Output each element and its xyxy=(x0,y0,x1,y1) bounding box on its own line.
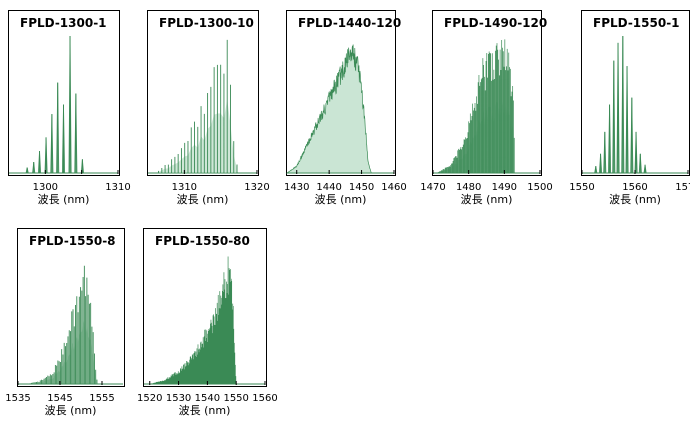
x-axis-label: 波長 (nm) xyxy=(315,193,367,206)
panel-title: FPLD-1440-120 xyxy=(298,16,401,30)
x-tick-label: 1555 xyxy=(89,393,114,404)
panel-title: FPLD-1490-120 xyxy=(444,16,547,30)
x-tick-label: 1310 xyxy=(172,182,197,193)
panel-title: FPLD-1550-8 xyxy=(29,234,116,248)
x-tick-label: 1320 xyxy=(244,182,269,193)
spectrum-fill xyxy=(437,99,515,173)
x-tick-label: 1540 xyxy=(195,393,220,404)
panel-title: FPLD-1300-10 xyxy=(159,16,254,30)
panel-title: FPLD-1550-80 xyxy=(155,234,250,248)
x-tick-label: 1550 xyxy=(569,182,594,193)
x-tick-label: 1560 xyxy=(622,182,647,193)
spectrum-curve xyxy=(285,44,372,174)
x-tick-label: 1550 xyxy=(223,393,248,404)
x-tick-label: 1310 xyxy=(105,182,130,193)
spectrum-modes xyxy=(27,265,98,384)
x-tick-label: 1500 xyxy=(527,182,552,193)
x-axis-label: 波長 (nm) xyxy=(38,193,90,206)
x-tick-label: 1460 xyxy=(381,182,406,193)
x-tick-label: 1570 xyxy=(675,182,690,193)
spectrum-modes xyxy=(437,39,515,173)
x-axis-label: 波長 (nm) xyxy=(179,404,231,417)
x-tick-label: 1545 xyxy=(47,393,72,404)
panel-title: FPLD-1300-1 xyxy=(20,16,107,30)
spectrum-panel-4: FPLD-1490-120 1470 1480 1490 1500 波長 (nm) xyxy=(420,10,553,206)
x-axis-label: 波長 (nm) xyxy=(609,193,661,206)
x-tick-label: 1430 xyxy=(284,182,309,193)
spectrum-panel-3: FPLD-1440-120 1430 1440 1450 1460 波長 (nm) xyxy=(284,10,407,206)
x-axis-label: 波長 (nm) xyxy=(45,404,97,417)
spectrum-modes xyxy=(158,39,238,173)
x-axis-label: 波長 (nm) xyxy=(461,193,513,206)
x-axis-label: 波長 (nm) xyxy=(177,193,229,206)
x-tick-label: 1490 xyxy=(492,182,517,193)
spectrum-panel-7: FPLD-1550-80 1520 1530 1540 1550 1560 波長 (nm) xyxy=(137,228,278,417)
x-tick-label: 1535 xyxy=(5,393,30,404)
spectrum-modes xyxy=(149,256,237,384)
x-tick-label: 1440 xyxy=(316,182,341,193)
spectrum-panel-1: FPLD-1300-1 1300 1310 波長 (nm) xyxy=(8,10,131,206)
x-tick-label: 1560 xyxy=(252,393,277,404)
x-tick-label: 1300 xyxy=(33,182,58,193)
spectrum-panel-2: FPLD-1300-10 1310 1320 波長 (nm) xyxy=(147,10,270,206)
panel-title: FPLD-1550-1 xyxy=(593,16,680,30)
x-tick-label: 1480 xyxy=(456,182,481,193)
spectrum-panel-5: FPLD-1550-1 1550 1560 1570 波長 (nm) xyxy=(569,10,690,206)
x-tick-label: 1450 xyxy=(349,182,374,193)
x-tick-label: 1470 xyxy=(420,182,445,193)
x-tick-label: 1520 xyxy=(137,393,162,404)
x-tick-label: 1530 xyxy=(166,393,191,404)
